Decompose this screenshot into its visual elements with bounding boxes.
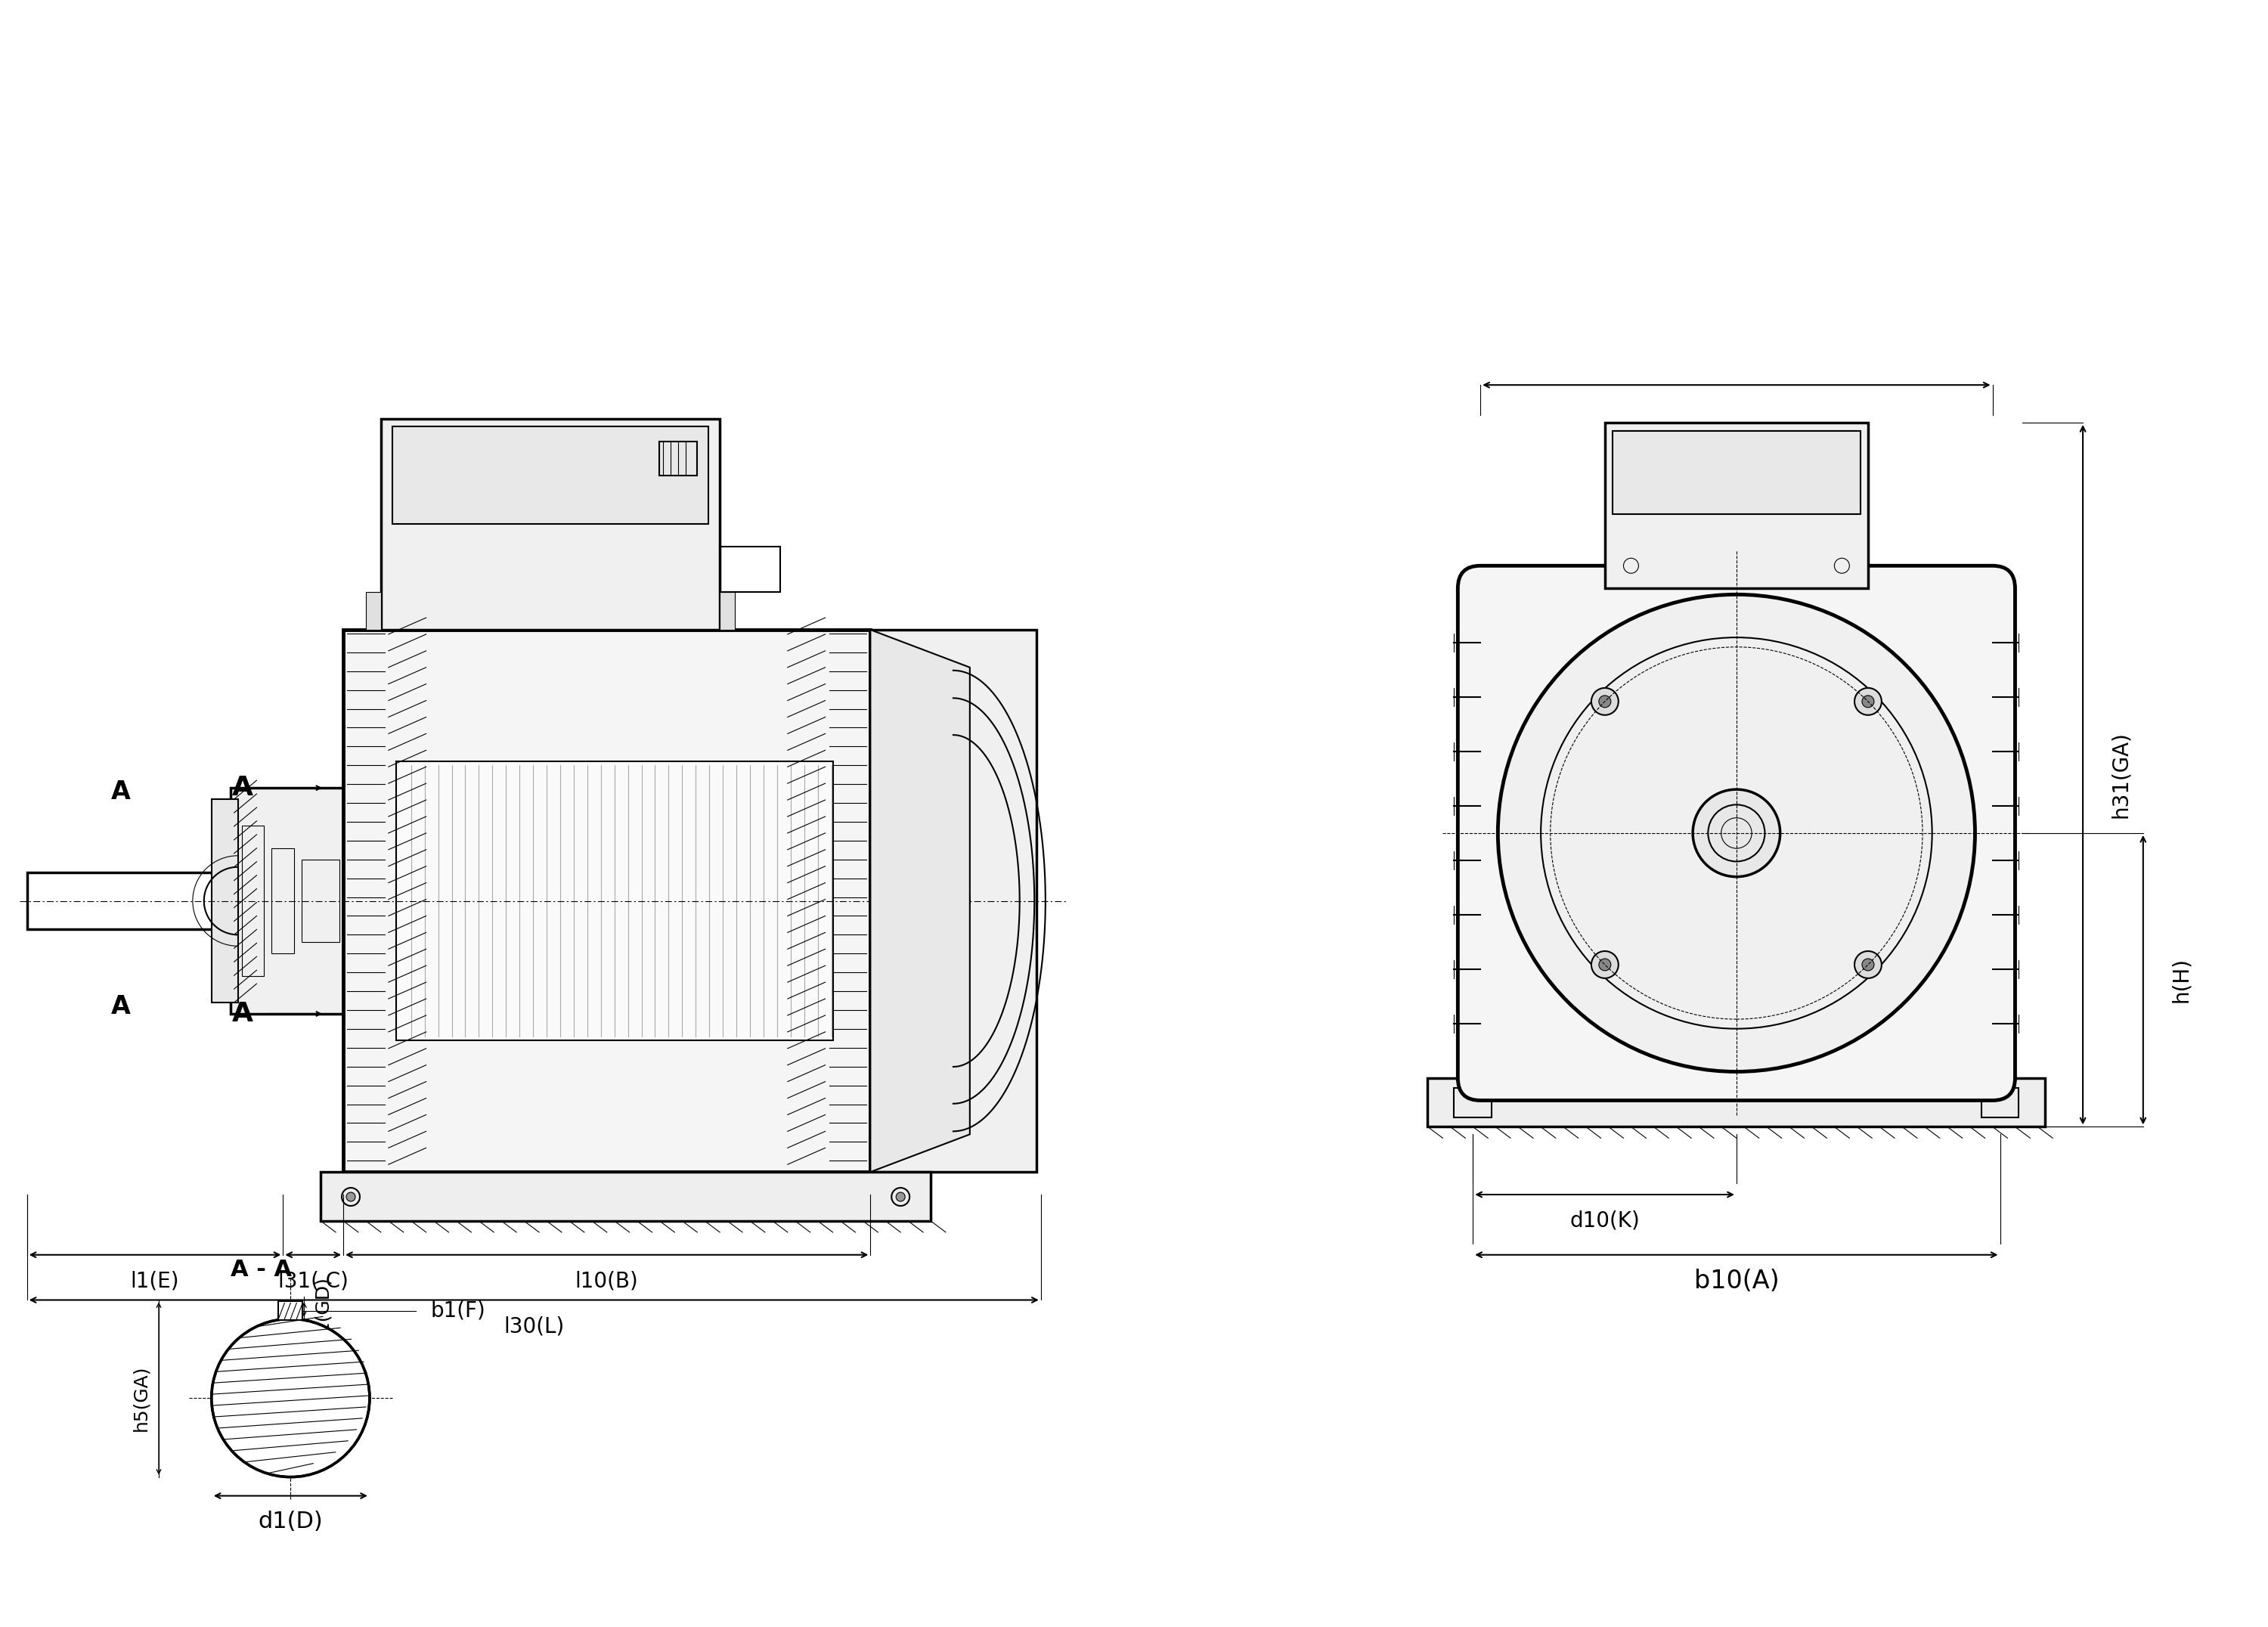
Bar: [871, 630, 1036, 1171]
Bar: [243, 825, 263, 976]
Text: l31( C): l31( C): [279, 1271, 349, 1292]
Text: l1(E): l1(E): [132, 1271, 179, 1292]
Circle shape: [1599, 695, 1610, 708]
Text: b1(F): b1(F): [431, 1300, 485, 1321]
Bar: [1982, 1087, 2019, 1118]
Circle shape: [1692, 789, 1780, 877]
FancyBboxPatch shape: [1458, 566, 2014, 1100]
Text: h31(GA): h31(GA): [2109, 731, 2132, 818]
Text: A: A: [231, 1001, 254, 1027]
Bar: [302, 859, 340, 942]
Text: l30(L): l30(L): [503, 1316, 565, 1337]
Bar: [381, 418, 719, 630]
Bar: [660, 441, 696, 475]
Bar: [1427, 1077, 2046, 1128]
Text: h1(GD): h1(GD): [313, 1276, 331, 1344]
Text: A: A: [111, 994, 132, 1019]
Circle shape: [1862, 958, 1873, 971]
Circle shape: [1592, 688, 1619, 714]
Bar: [1454, 1087, 1492, 1118]
Bar: [392, 426, 708, 524]
Circle shape: [347, 1193, 356, 1201]
Bar: [342, 630, 871, 1171]
Circle shape: [1862, 695, 1873, 708]
Bar: [320, 1171, 930, 1220]
Bar: [272, 848, 295, 953]
Text: h(H): h(H): [2170, 957, 2191, 1002]
Circle shape: [1855, 952, 1882, 978]
Bar: [365, 592, 381, 630]
Bar: [397, 761, 832, 1040]
Circle shape: [1599, 958, 1610, 971]
Circle shape: [1855, 688, 1882, 714]
Text: A: A: [111, 779, 132, 804]
Polygon shape: [871, 630, 971, 1171]
Text: h5(GA): h5(GA): [132, 1365, 150, 1432]
Text: d1(D): d1(D): [259, 1511, 322, 1533]
Bar: [1613, 431, 1860, 514]
Bar: [27, 872, 274, 929]
Circle shape: [1497, 594, 1975, 1072]
Bar: [1606, 423, 1869, 589]
Bar: [719, 547, 780, 592]
Text: A - A: A - A: [231, 1259, 293, 1280]
Circle shape: [1592, 952, 1619, 978]
Text: b10(A): b10(A): [1694, 1269, 1778, 1293]
Text: A: A: [231, 774, 254, 800]
Bar: [279, 1302, 302, 1321]
Circle shape: [211, 1319, 370, 1477]
Bar: [245, 853, 284, 950]
Text: l10(B): l10(B): [576, 1271, 640, 1292]
Bar: [719, 592, 735, 630]
Circle shape: [896, 1193, 905, 1201]
Bar: [231, 787, 365, 1014]
Bar: [211, 799, 238, 1002]
Text: d10(K): d10(K): [1569, 1210, 1640, 1232]
